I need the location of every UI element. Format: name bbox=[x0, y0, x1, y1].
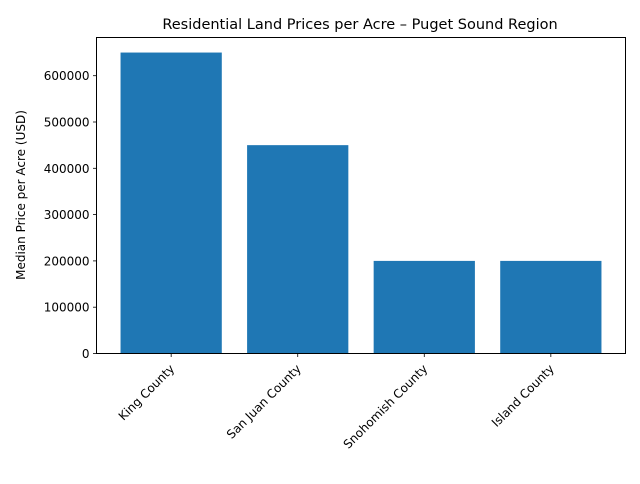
x-tick-label: King County bbox=[116, 362, 178, 424]
x-tick-label: Snohomish County bbox=[341, 362, 431, 452]
x-tick-label: San Juan County bbox=[224, 362, 304, 442]
x-tick-label: Island County bbox=[489, 362, 557, 430]
y-tick-label: 500000 bbox=[44, 115, 90, 129]
y-tick-label: 0 bbox=[82, 347, 90, 361]
bar-king-county bbox=[120, 52, 222, 354]
bars-group bbox=[120, 52, 602, 354]
bar-san-juan-county bbox=[247, 145, 349, 354]
plot-frame bbox=[96, 37, 626, 354]
y-tick-label: 200000 bbox=[44, 254, 90, 268]
y-tick-label: 600000 bbox=[44, 69, 90, 83]
y-axis: 0 100000 200000 300000 400000 500000 600000 bbox=[44, 69, 97, 361]
chart-title: Residential Land Prices per Acre – Puget… bbox=[162, 17, 557, 33]
y-tick-label: 300000 bbox=[44, 208, 90, 222]
bar-snohomish-county bbox=[373, 260, 475, 354]
y-tick-label: 100000 bbox=[44, 301, 90, 315]
x-axis: King County San Juan County Snohomish Coun… bbox=[116, 353, 557, 452]
y-axis-label: Median Price per Acre (USD) bbox=[14, 110, 28, 280]
bar-island-county bbox=[500, 260, 602, 354]
y-tick-label: 400000 bbox=[44, 162, 90, 176]
